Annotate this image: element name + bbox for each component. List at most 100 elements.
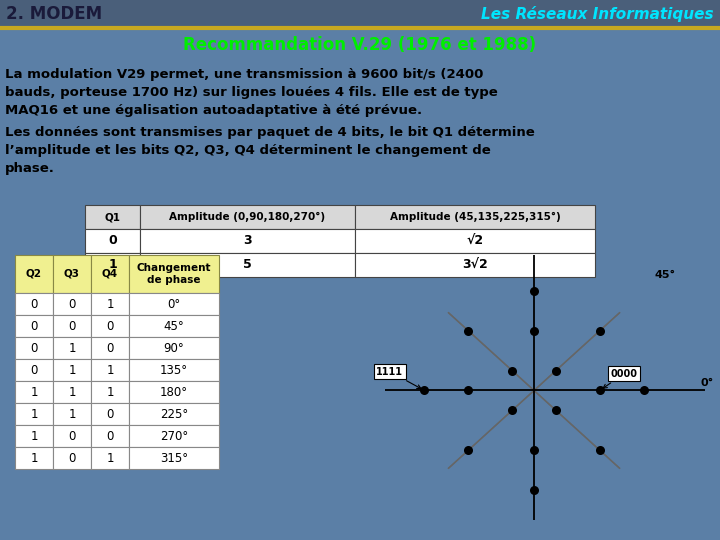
Text: 3: 3	[243, 234, 252, 247]
Text: 5: 5	[243, 259, 252, 272]
Text: Q2: Q2	[26, 269, 42, 279]
Bar	[53, 293, 91, 315]
Bar	[91, 293, 129, 315]
Text: 1: 1	[107, 386, 114, 399]
Text: 315°: 315°	[160, 451, 188, 464]
Text: 1: 1	[107, 363, 114, 376]
Bar	[15, 425, 53, 447]
Bar	[140, 205, 355, 229]
Bar	[85, 253, 140, 277]
Text: phase.: phase.	[5, 162, 55, 175]
Bar	[53, 447, 91, 469]
Text: 45°: 45°	[163, 320, 184, 333]
Bar	[91, 381, 129, 403]
Text: 0: 0	[107, 320, 114, 333]
Text: 0°: 0°	[701, 379, 714, 388]
Text: √2: √2	[467, 234, 484, 247]
Bar	[15, 447, 53, 469]
Text: 0: 0	[68, 429, 76, 442]
Text: 0: 0	[107, 408, 114, 421]
Bar	[355, 253, 595, 277]
Text: l’amplitude et les bits Q2, Q3, Q4 déterminent le changement de: l’amplitude et les bits Q2, Q3, Q4 déter…	[5, 144, 491, 157]
Text: 1: 1	[68, 363, 76, 376]
Bar	[53, 403, 91, 425]
Text: bauds, porteuse 1700 Hz) sur lignes louées 4 fils. Elle est de type: bauds, porteuse 1700 Hz) sur lignes loué…	[5, 86, 498, 99]
Bar	[15, 255, 53, 293]
Text: 1: 1	[107, 298, 114, 310]
Text: 0: 0	[30, 298, 37, 310]
Bar	[129, 403, 219, 425]
Bar	[129, 381, 219, 403]
Bar	[53, 381, 91, 403]
Text: 45°: 45°	[654, 270, 675, 280]
Bar	[129, 293, 219, 315]
Text: 0°: 0°	[167, 298, 181, 310]
Text: Q3: Q3	[64, 269, 80, 279]
Text: Recommandation V.29 (1976 et 1988): Recommandation V.29 (1976 et 1988)	[184, 36, 536, 54]
Bar	[85, 229, 140, 253]
Bar	[129, 447, 219, 469]
Bar	[15, 359, 53, 381]
Text: 0: 0	[30, 320, 37, 333]
Text: 0: 0	[107, 341, 114, 354]
Text: 180°: 180°	[160, 386, 188, 399]
Text: Q4: Q4	[102, 269, 118, 279]
Text: 225°: 225°	[160, 408, 188, 421]
Text: 3√2: 3√2	[462, 259, 488, 272]
Text: Les données sont transmises par paquet de 4 bits, le bit Q1 détermine: Les données sont transmises par paquet d…	[5, 126, 535, 139]
Bar	[85, 205, 140, 229]
Text: 1: 1	[107, 451, 114, 464]
Text: 135°: 135°	[160, 363, 188, 376]
Text: Amplitude (45,135,225,315°): Amplitude (45,135,225,315°)	[390, 212, 560, 222]
Text: 0000: 0000	[603, 368, 638, 388]
Bar	[15, 381, 53, 403]
Bar	[129, 425, 219, 447]
Bar	[140, 253, 355, 277]
Text: 90°: 90°	[163, 341, 184, 354]
Text: 1: 1	[108, 259, 117, 272]
Bar	[91, 337, 129, 359]
Text: Les Réseaux Informatiques: Les Réseaux Informatiques	[482, 6, 714, 22]
Bar	[15, 337, 53, 359]
Bar	[91, 315, 129, 337]
Text: 1: 1	[68, 386, 76, 399]
Text: Amplitude (0,90,180,270°): Amplitude (0,90,180,270°)	[169, 212, 325, 222]
Text: 270°: 270°	[160, 429, 188, 442]
Text: 1: 1	[30, 386, 37, 399]
Bar	[129, 337, 219, 359]
Text: 0: 0	[68, 320, 76, 333]
Text: La modulation V29 permet, une transmission à 9600 bit/s (2400: La modulation V29 permet, une transmissi…	[5, 68, 483, 81]
Text: 0: 0	[30, 363, 37, 376]
Text: 0: 0	[30, 341, 37, 354]
Text: 1: 1	[30, 408, 37, 421]
Bar	[91, 425, 129, 447]
Bar	[355, 205, 595, 229]
Text: 0: 0	[108, 234, 117, 247]
Text: 1: 1	[68, 408, 76, 421]
Text: 2. MODEM: 2. MODEM	[6, 5, 102, 23]
Text: 0: 0	[68, 298, 76, 310]
Bar	[15, 315, 53, 337]
Bar	[53, 255, 91, 293]
Text: MAQ16 et une égalisation autoadaptative à été prévue.: MAQ16 et une égalisation autoadaptative …	[5, 104, 422, 117]
Text: 0: 0	[107, 429, 114, 442]
Bar	[91, 359, 129, 381]
Bar	[15, 403, 53, 425]
Bar	[355, 229, 595, 253]
Bar	[53, 359, 91, 381]
Bar	[129, 359, 219, 381]
Text: 1: 1	[30, 451, 37, 464]
Text: Changement
de phase: Changement de phase	[137, 263, 211, 285]
Bar	[53, 315, 91, 337]
Bar	[129, 315, 219, 337]
Bar	[15, 293, 53, 315]
Bar	[140, 229, 355, 253]
Bar	[91, 403, 129, 425]
Bar	[0, 0, 720, 28]
Text: 1111: 1111	[377, 367, 421, 389]
Text: 0: 0	[68, 451, 76, 464]
Bar	[91, 255, 129, 293]
Text: 1: 1	[30, 429, 37, 442]
Bar	[129, 255, 219, 293]
Bar	[91, 447, 129, 469]
